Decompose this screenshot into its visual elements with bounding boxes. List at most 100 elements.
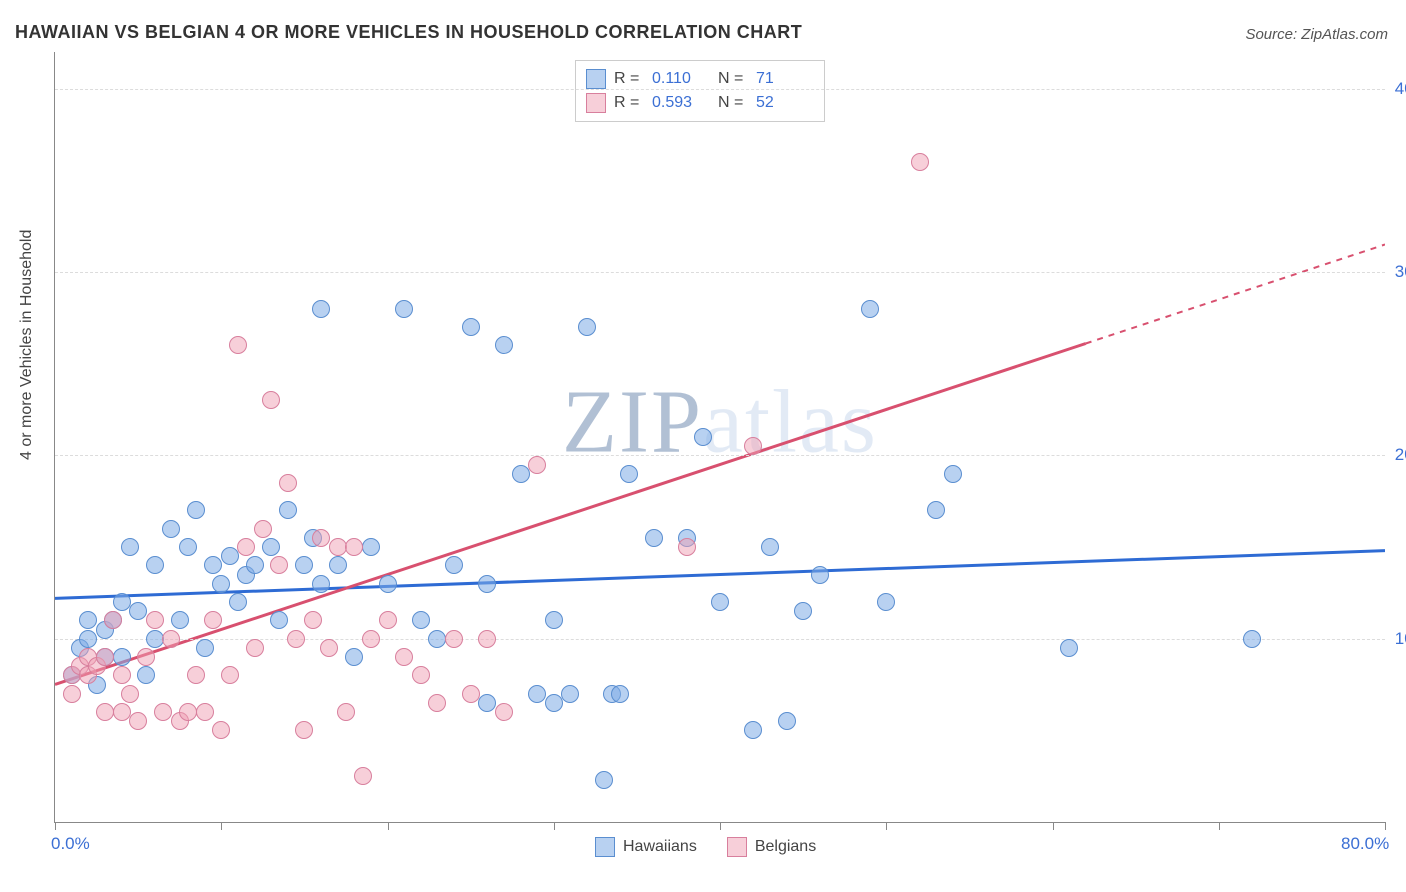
data-point-belgians (270, 556, 288, 574)
data-point-hawaiians (113, 593, 131, 611)
data-point-hawaiians (545, 694, 563, 712)
legend-item-hawaiians: Hawaiians (595, 837, 697, 857)
data-point-hawaiians (412, 611, 430, 629)
x-tick (1053, 822, 1054, 830)
data-point-belgians (528, 456, 546, 474)
data-point-hawaiians (1060, 639, 1078, 657)
data-point-hawaiians (270, 611, 288, 629)
data-point-belgians (154, 703, 172, 721)
data-point-belgians (428, 694, 446, 712)
data-point-belgians (329, 538, 347, 556)
source-attribution: Source: ZipAtlas.com (1245, 26, 1388, 43)
x-tick (720, 822, 721, 830)
data-point-hawaiians (761, 538, 779, 556)
legend-item-belgians: Belgians (727, 837, 816, 857)
data-point-belgians (395, 648, 413, 666)
data-point-hawaiians (79, 630, 97, 648)
data-point-hawaiians (329, 556, 347, 574)
trend-lines (55, 52, 1385, 822)
swatch-hawaiians-icon (595, 837, 615, 857)
data-point-belgians (345, 538, 363, 556)
data-point-hawaiians (877, 593, 895, 611)
data-point-belgians (129, 712, 147, 730)
x-tick-label: 80.0% (1341, 834, 1389, 854)
data-point-belgians (304, 611, 322, 629)
data-point-hawaiians (146, 630, 164, 648)
data-point-belgians (187, 666, 205, 684)
data-point-belgians (445, 630, 463, 648)
data-point-belgians (179, 703, 197, 721)
data-point-belgians (96, 648, 114, 666)
y-tick-label: 30.0% (1395, 262, 1406, 282)
data-point-hawaiians (129, 602, 147, 620)
data-point-hawaiians (545, 611, 563, 629)
y-tick-label: 10.0% (1395, 629, 1406, 649)
data-point-belgians (246, 639, 264, 657)
data-point-belgians (162, 630, 180, 648)
data-point-belgians (279, 474, 297, 492)
data-point-belgians (262, 391, 280, 409)
data-point-hawaiians (196, 639, 214, 657)
data-point-belgians (137, 648, 155, 666)
data-point-belgians (212, 721, 230, 739)
data-point-hawaiians (512, 465, 530, 483)
data-point-hawaiians (1243, 630, 1261, 648)
data-point-hawaiians (778, 712, 796, 730)
data-point-hawaiians (146, 556, 164, 574)
data-point-belgians (121, 685, 139, 703)
legend-row-belgians: R = 0.593 N = 52 (586, 91, 814, 115)
correlation-legend: R = 0.110 N = 71 R = 0.593 N = 52 (575, 60, 825, 122)
y-axis-label: 4 or more Vehicles in Household (18, 230, 36, 460)
data-point-hawaiians (927, 501, 945, 519)
data-point-hawaiians (944, 465, 962, 483)
data-point-belgians (911, 153, 929, 171)
x-tick (388, 822, 389, 830)
data-point-hawaiians (187, 501, 205, 519)
x-tick (1219, 822, 1220, 830)
data-point-belgians (337, 703, 355, 721)
data-point-hawaiians (578, 318, 596, 336)
data-point-hawaiians (528, 685, 546, 703)
data-point-hawaiians (445, 556, 463, 574)
scatter-plot-area: ZIPatlas R = 0.110 N = 71 R = 0.593 N = … (54, 52, 1385, 823)
data-point-belgians (254, 520, 272, 538)
data-point-hawaiians (204, 556, 222, 574)
data-point-hawaiians (744, 721, 762, 739)
data-point-hawaiians (620, 465, 638, 483)
swatch-hawaiians-icon (586, 69, 606, 89)
data-point-hawaiians (395, 300, 413, 318)
data-point-hawaiians (312, 575, 330, 593)
x-tick-label: 0.0% (51, 834, 90, 854)
data-point-hawaiians (811, 566, 829, 584)
data-point-hawaiians (279, 501, 297, 519)
data-point-hawaiians (362, 538, 380, 556)
data-point-belgians (196, 703, 214, 721)
swatch-belgians-icon (586, 93, 606, 113)
data-point-hawaiians (694, 428, 712, 446)
data-point-hawaiians (221, 547, 239, 565)
data-point-hawaiians (179, 538, 197, 556)
legend-row-hawaiians: R = 0.110 N = 71 (586, 67, 814, 91)
data-point-hawaiians (137, 666, 155, 684)
data-point-belgians (495, 703, 513, 721)
y-tick-label: 20.0% (1395, 445, 1406, 465)
data-point-belgians (362, 630, 380, 648)
data-point-belgians (104, 611, 122, 629)
data-point-belgians (146, 611, 164, 629)
data-point-hawaiians (611, 685, 629, 703)
data-point-belgians (320, 639, 338, 657)
data-point-hawaiians (121, 538, 139, 556)
data-point-belgians (113, 703, 131, 721)
data-point-belgians (678, 538, 696, 556)
data-point-hawaiians (478, 575, 496, 593)
data-point-belgians (744, 437, 762, 455)
data-point-hawaiians (162, 520, 180, 538)
data-point-hawaiians (262, 538, 280, 556)
data-point-hawaiians (495, 336, 513, 354)
data-point-belgians (295, 721, 313, 739)
data-point-hawaiians (345, 648, 363, 666)
series-legend: Hawaiians Belgians (595, 837, 816, 857)
gridline (55, 272, 1385, 273)
data-point-hawaiians (212, 575, 230, 593)
data-point-belgians (229, 336, 247, 354)
